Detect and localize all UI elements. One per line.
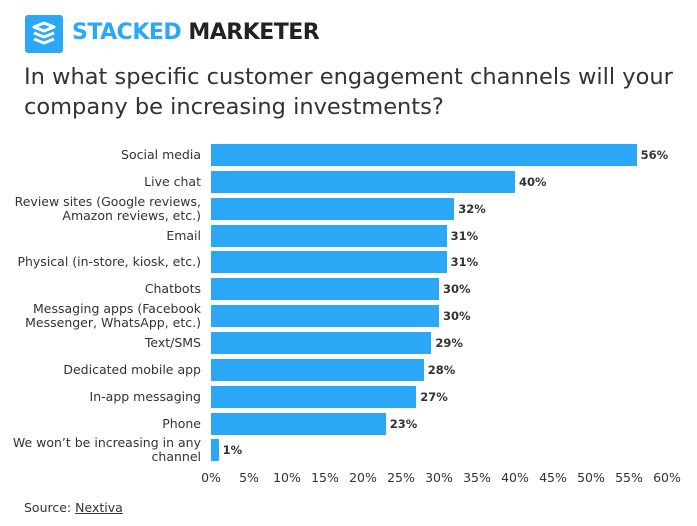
logo-icon — [25, 15, 63, 53]
category-label: In-app messaging — [89, 388, 201, 404]
category-label: Messaging apps (Facebook Messenger, What… — [25, 301, 201, 331]
value-label: 56% — [640, 148, 669, 162]
category-label: Chatbots — [144, 281, 201, 297]
category-label: We won’t be increasing in any channel — [12, 435, 201, 465]
bar — [211, 305, 439, 328]
chart-title: In what specific customer engagement cha… — [24, 64, 673, 120]
source-link[interactable]: Nextiva — [75, 500, 123, 515]
category-label: Live chat — [144, 173, 201, 189]
x-tick-label: 40% — [501, 470, 529, 485]
value-label: 32% — [458, 201, 486, 216]
value-label: 31% — [450, 255, 479, 270]
x-tick-label: 15% — [311, 470, 339, 485]
x-tick-label: 0% — [201, 470, 221, 485]
x-tick-label: 25% — [387, 470, 415, 485]
x-tick-label: 5% — [239, 470, 259, 485]
x-tick-label: 55% — [615, 470, 643, 485]
category-label: Physical (in-store, kiosk, etc.) — [17, 254, 201, 270]
value-label: 31% — [450, 228, 479, 243]
category-label: Review sites (Google reviews, Amazon rev… — [14, 193, 201, 223]
x-tick-label: 35% — [463, 470, 491, 485]
value-label: 29% — [435, 335, 463, 350]
bar — [211, 358, 424, 381]
bar — [211, 251, 447, 274]
category-label: Text/SMS — [144, 334, 201, 350]
brand-part: MARKETER — [188, 20, 320, 45]
bar — [211, 412, 386, 435]
category-label: Phone — [162, 415, 201, 431]
value-label: 1% — [222, 443, 243, 458]
category-label: Email — [166, 227, 201, 243]
value-label: 30% — [443, 309, 471, 324]
bar — [211, 278, 439, 301]
x-tick-label: 30% — [425, 470, 453, 485]
bar — [211, 224, 447, 247]
source: Source: Nextiva — [24, 500, 123, 515]
bar — [211, 385, 417, 408]
bar — [211, 144, 637, 166]
brand: STACKED MARKETER — [72, 20, 320, 45]
bar — [211, 331, 432, 354]
bar — [211, 439, 219, 462]
value-label: 40% — [519, 174, 547, 189]
value-label: 27% — [420, 389, 448, 404]
value-label: 30% — [443, 282, 471, 297]
x-tick-label: 45% — [539, 470, 567, 485]
brand-part: STACKED — [72, 20, 182, 45]
value-label: 28% — [427, 362, 456, 377]
x-tick-label: 20% — [349, 470, 377, 485]
category-label: Dedicated mobile app — [63, 361, 201, 377]
x-tick-label: 50% — [577, 470, 605, 485]
bar — [211, 197, 455, 220]
x-tick-label: 10% — [273, 470, 301, 485]
x-tick-label: 60% — [653, 470, 681, 485]
category-label: Social media — [121, 147, 201, 162]
source-prefix: Source: — [24, 500, 72, 515]
bar — [211, 170, 515, 193]
value-label: 23% — [389, 416, 418, 431]
